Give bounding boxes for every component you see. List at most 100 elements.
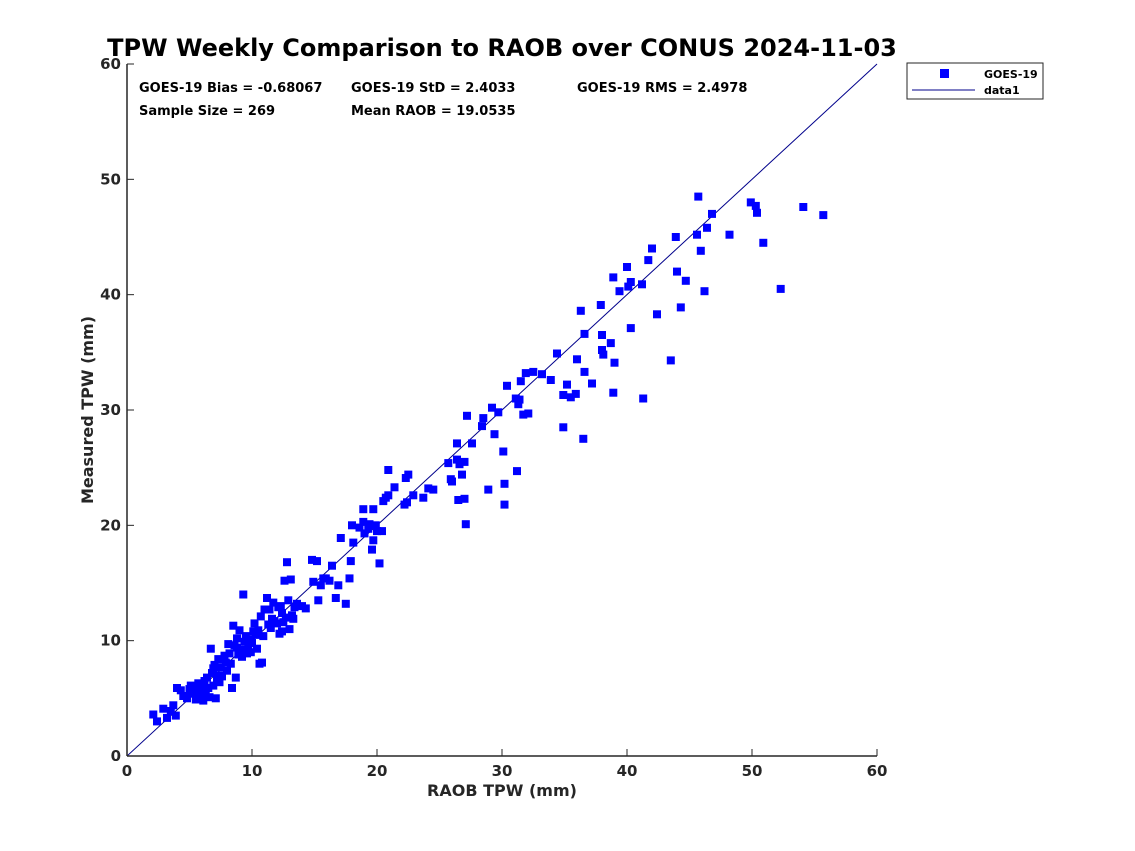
scatter-point-172 <box>599 350 608 359</box>
y-axis-label: Measured TPW (mm) <box>78 316 97 504</box>
scatter-point-87 <box>309 577 318 586</box>
scatter-point-200 <box>746 198 755 207</box>
scatter-point-64 <box>263 594 271 602</box>
scatter-point-156 <box>538 370 546 379</box>
scatter-point-74 <box>278 609 286 617</box>
scatter-point-194 <box>694 192 703 201</box>
scatter-point-190 <box>673 267 681 276</box>
scatter-point-8 <box>176 686 185 695</box>
scatter-point-141 <box>490 430 499 439</box>
scatter-point-16 <box>195 692 204 700</box>
scatter-point-27 <box>209 681 218 690</box>
scatter-point-1 <box>153 717 161 726</box>
scatter-point-63 <box>259 632 268 641</box>
scatter-point-56 <box>250 619 259 628</box>
scatter-point-132 <box>460 494 469 503</box>
scatter-point-129 <box>454 496 463 504</box>
scatter-point-133 <box>460 457 469 466</box>
scatter-point-40 <box>229 621 238 630</box>
scatter-point-164 <box>573 355 581 364</box>
scatter-point-3 <box>163 713 171 722</box>
scatter-point-138 <box>479 414 488 423</box>
scatter-point-48 <box>239 590 248 599</box>
scatter-point-149 <box>514 400 523 409</box>
scatter-point-115 <box>384 466 393 474</box>
scatter-point-88 <box>313 557 321 566</box>
scatter-point-181 <box>626 278 635 286</box>
scatter-point-126 <box>448 477 456 486</box>
scatter-point-54 <box>246 648 255 657</box>
x-tick-label-10: 10 <box>242 762 263 780</box>
scatter-point-213 <box>249 627 258 636</box>
scatter-point-144 <box>500 479 509 488</box>
scatter-point-70 <box>273 619 281 628</box>
scatter-point-47 <box>238 652 246 661</box>
scatter-point-78 <box>283 558 291 567</box>
scatter-point-142 <box>494 408 503 417</box>
scatter-point-219 <box>319 574 328 583</box>
x-tick-label-50: 50 <box>742 762 763 780</box>
scatter-point-29 <box>211 694 220 703</box>
scatter-point-45 <box>235 626 244 635</box>
scatter-point-36 <box>223 666 231 675</box>
stat-std: GOES-19 StD = 2.4033 <box>351 81 515 96</box>
scatter-point-174 <box>606 339 615 348</box>
scatter-point-162 <box>566 393 575 402</box>
scatter-point-59 <box>254 626 263 635</box>
scatter-point-146 <box>503 381 511 390</box>
scatter-point-187 <box>653 310 661 319</box>
scatter-point-205 <box>799 203 808 211</box>
scatter-point-49 <box>240 637 249 646</box>
scatter-point-0 <box>149 710 158 719</box>
scatter-point-152 <box>519 410 528 419</box>
scatter-point-137 <box>478 422 486 431</box>
y-tick-label-40: 40 <box>100 286 121 304</box>
scatter-point-58 <box>253 644 261 653</box>
scatter-point-84 <box>293 599 301 608</box>
scatter-point-25 <box>206 644 215 653</box>
chart-title: TPW Weekly Comparison to RAOB over CONUS… <box>107 34 897 62</box>
scatter-point-24 <box>205 693 214 702</box>
scatter-point-123 <box>429 485 438 494</box>
scatter-point-130 <box>455 460 464 469</box>
scatter-point-42 <box>231 673 240 682</box>
x-tick-label-60: 60 <box>867 762 888 780</box>
scatter-point-184 <box>639 394 648 403</box>
scatter-point-77 <box>281 613 290 622</box>
scatter-point-110 <box>373 527 381 536</box>
scatter-point-37 <box>225 649 234 658</box>
x-tick-label-30: 30 <box>492 762 513 780</box>
scatter-point-4 <box>166 707 175 715</box>
scatter-point-112 <box>378 527 386 536</box>
scatter-point-177 <box>610 358 619 367</box>
scatter-point-168 <box>580 329 589 338</box>
scatter-point-61 <box>256 612 265 621</box>
scatter-point-119 <box>404 470 413 479</box>
scatter-point-65 <box>265 605 274 614</box>
scatter-point-212 <box>241 645 250 654</box>
scatter-point-122 <box>424 484 433 493</box>
scatter-point-166 <box>579 434 588 443</box>
scatter-point-198 <box>708 209 716 218</box>
scatter-point-207 <box>185 685 194 694</box>
scatter-point-98 <box>345 574 354 583</box>
scatter-point-2 <box>159 704 168 713</box>
scatter-point-214 <box>260 605 269 614</box>
scatter-point-75 <box>279 618 288 627</box>
scatter-point-171 <box>598 346 606 354</box>
scatter-point-143 <box>499 447 508 456</box>
scatter-point-197 <box>703 223 711 232</box>
scatter-point-203 <box>759 238 768 247</box>
scatter-point-209 <box>209 664 218 673</box>
scatter-point-153 <box>521 369 530 378</box>
scatter-point-186 <box>648 244 656 253</box>
scatter-point-100 <box>348 521 356 530</box>
scatter-point-81 <box>286 575 295 584</box>
stat-sample-size: Sample Size = 269 <box>139 104 275 119</box>
legend-marker-goes19 <box>940 69 949 78</box>
scatter-point-26 <box>208 669 216 677</box>
scatter-point-165 <box>576 306 585 315</box>
scatter-point-106 <box>368 545 376 554</box>
scatter-point-10 <box>183 694 191 703</box>
